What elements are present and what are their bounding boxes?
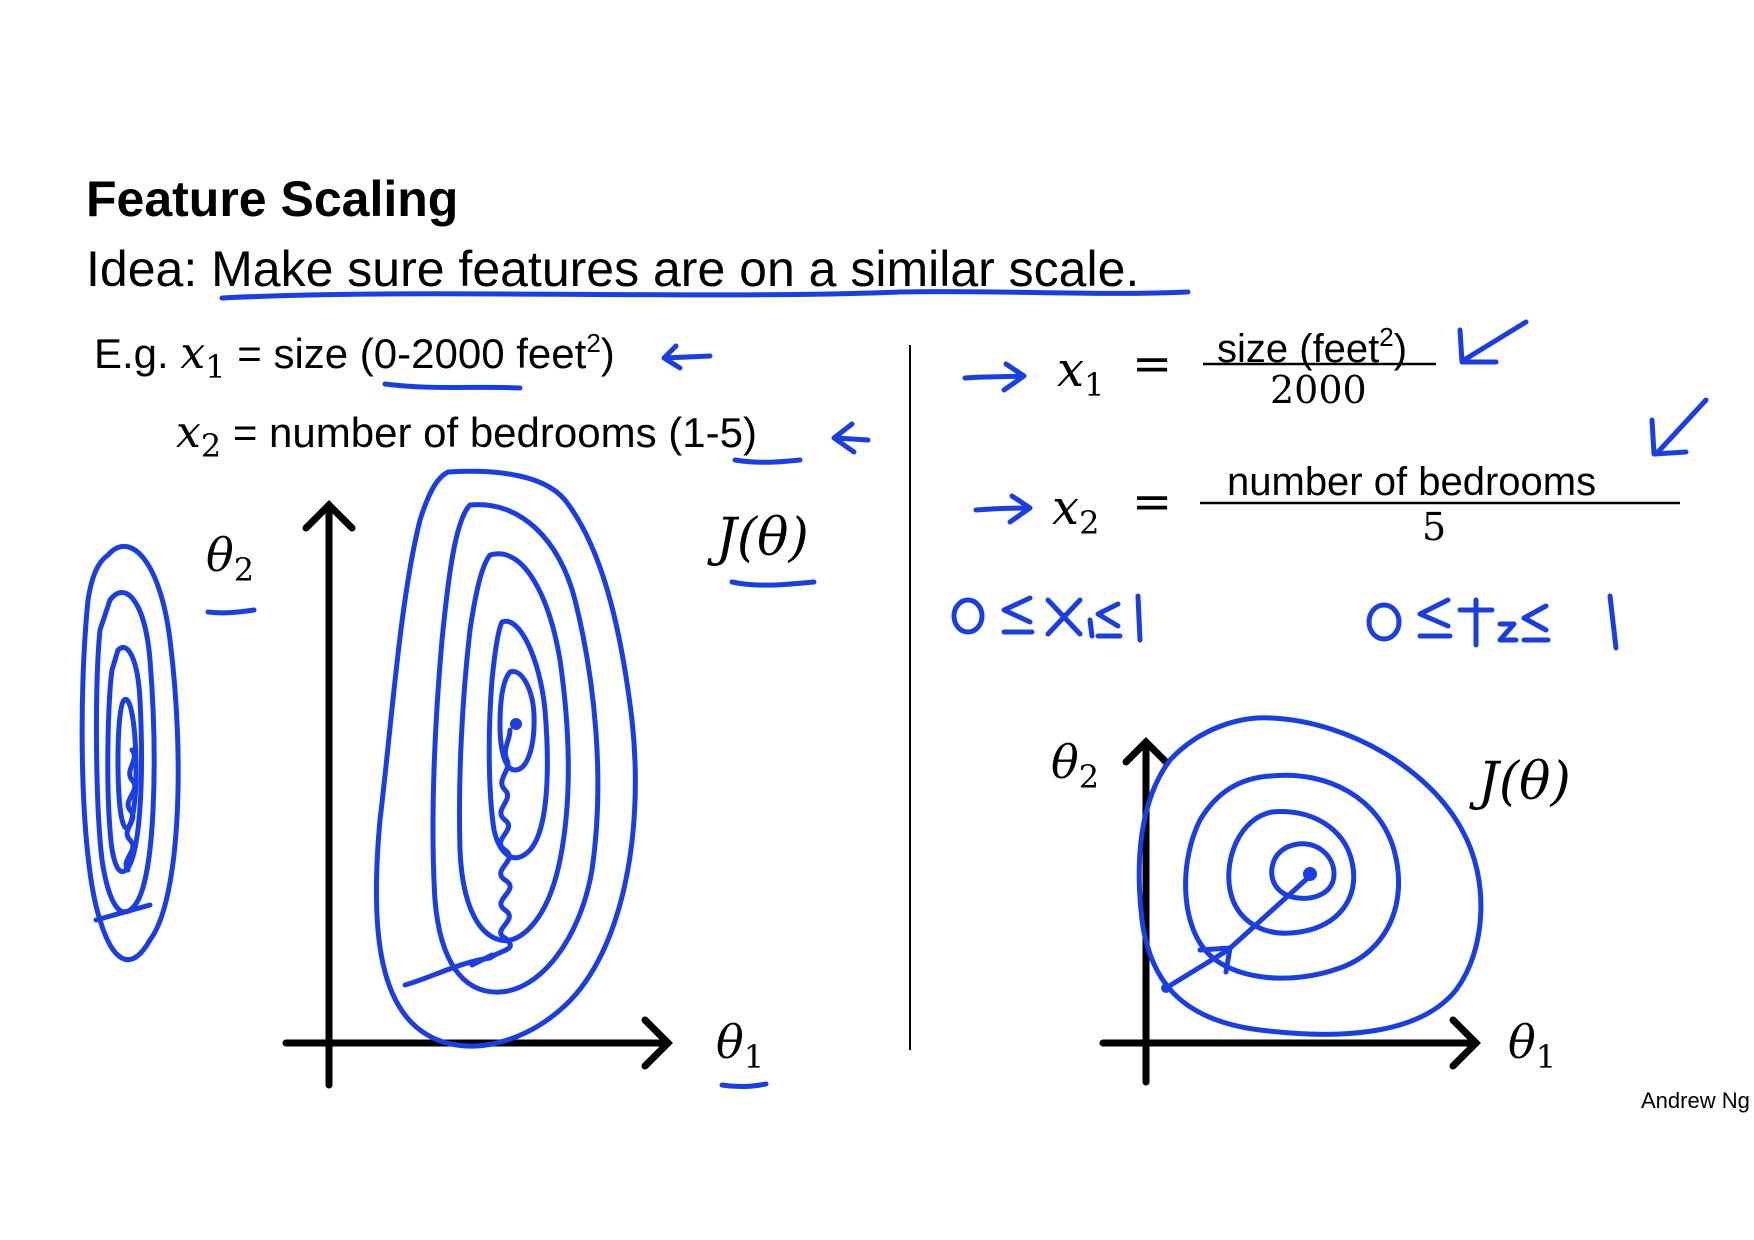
left-x-arrowhead (641, 1016, 673, 1070)
left-plot-x-label: θ1 (716, 1015, 765, 1076)
left-contour-3 (457, 551, 571, 944)
theta2-underline (205, 607, 257, 616)
right-contour-1 (1136, 715, 1484, 1037)
small-zigzag (123, 747, 138, 873)
right-contour-4 (1269, 841, 1337, 901)
range-underline-x2 (732, 457, 803, 465)
idea-suffix: . (1125, 241, 1140, 297)
right-x1-equals: = (1132, 336, 1173, 392)
left-gradient-path (402, 727, 513, 988)
right-x1-denominator: 2000 (1270, 368, 1367, 412)
right-x2-equals: = (1132, 474, 1173, 530)
x1-desc-mid: feet (504, 330, 587, 377)
x1-sup: 2 (586, 328, 601, 358)
arrow-left-x2 (831, 421, 871, 455)
left-plot-cost-label: J(θ) (716, 508, 809, 568)
small-contour-base (93, 902, 153, 923)
x1-desc-pre: = size ( (225, 330, 374, 377)
right-contour-3 (1226, 808, 1357, 936)
idea-underline (219, 289, 1191, 301)
right-gradient-arrowhead (1197, 945, 1233, 975)
small-contour-outer (79, 543, 181, 963)
x1-range: 0-2000 (373, 330, 505, 377)
range-underline-x1 (382, 381, 523, 391)
right-x-arrowhead (1449, 1016, 1481, 1070)
right-y-arrowhead (1122, 737, 1170, 766)
small-contour-2 (93, 590, 157, 915)
idea-prefix: Idea: (86, 241, 212, 297)
example-x2-line: x2 = number of bedrooms (1-5) (176, 407, 757, 465)
arrow-x1 (962, 361, 1027, 393)
right-x2-numerator: number of bedrooms (1227, 460, 1597, 504)
arrow-x2 (973, 493, 1033, 525)
right-minimum-dot (1303, 867, 1317, 881)
right-plot-x-label: θ1 (1508, 1015, 1557, 1076)
right-contour-2 (1183, 772, 1402, 981)
author-credit: Andrew Ng (1641, 1088, 1750, 1113)
x2-range: 1-5 (682, 409, 743, 456)
inequality-x1 (951, 593, 1143, 643)
x2-desc-post: ) (742, 409, 757, 456)
left-gradient-arrow (469, 952, 495, 968)
idea-line: Idea: Make sure features are on a simila… (86, 240, 1139, 298)
left-y-arrowhead (302, 500, 356, 532)
right-x2-variable: x2 (1052, 480, 1100, 542)
eg-label: E.g. (94, 330, 169, 377)
example-x1-line: E.g. x1 = size (0-2000 feet2) (94, 328, 615, 386)
x2-desc-pre: = number of bedrooms ( (221, 409, 683, 456)
slide-title: Feature Scaling (86, 171, 459, 227)
left-contour-4 (486, 618, 550, 861)
x1-variable: x1 (180, 328, 226, 386)
left-plot-axes (282, 500, 673, 1089)
left-minimum-dot (510, 718, 522, 730)
arrow-left-x1 (661, 343, 713, 371)
right-plot-axes (1099, 737, 1481, 1086)
inequality-x2 (1366, 593, 1619, 651)
right-plot-cost-label: J(θ) (1478, 752, 1571, 812)
check-arrow-x1 (1457, 319, 1529, 365)
left-contour-2 (430, 502, 601, 995)
left-contour-5 (497, 669, 537, 773)
left-plot-y-label: θ2 (206, 528, 255, 589)
x2-variable: x2 (176, 407, 222, 465)
theta1-underline (719, 1081, 769, 1090)
right-start-dot (1161, 983, 1171, 993)
right-x1-variable: x1 (1057, 342, 1105, 404)
x1-desc-post: ) (600, 330, 615, 377)
right-x2-denominator: 5 (1422, 505, 1447, 549)
idea-text: Make sure features are on a similar scal… (211, 241, 1126, 297)
left-contour-1 (373, 468, 638, 1049)
check-arrow-x2 (1649, 397, 1709, 457)
right-plot-y-label: θ2 (1051, 735, 1100, 796)
cost-underline (729, 579, 817, 588)
